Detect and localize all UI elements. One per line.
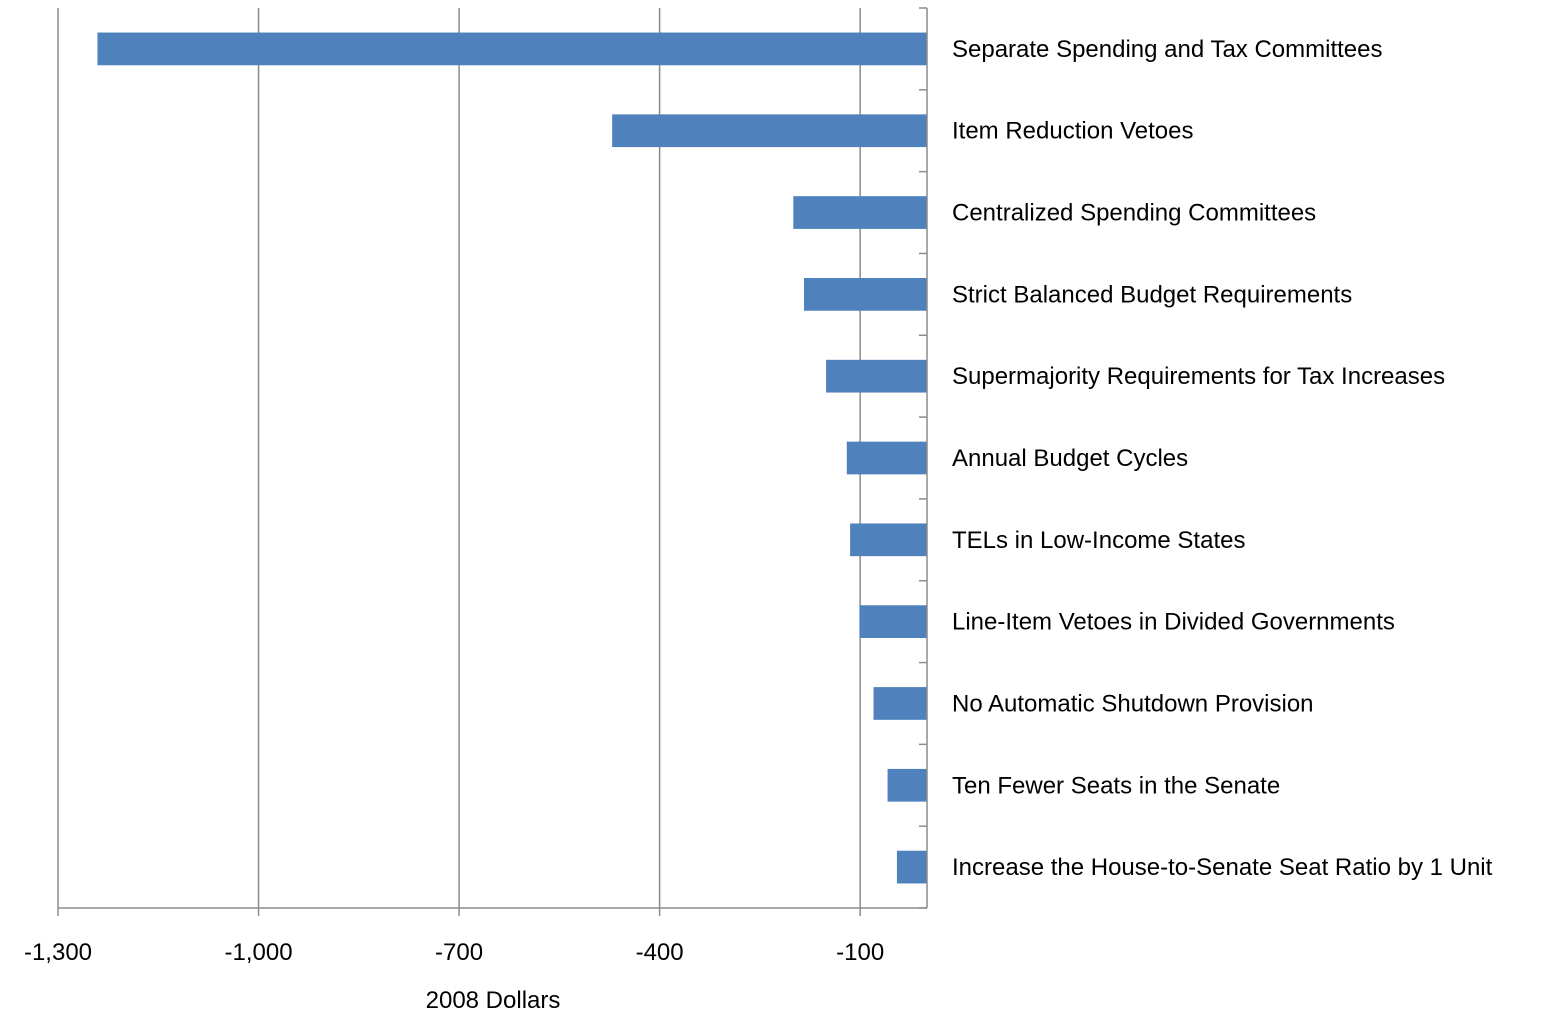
x-axis-title: 2008 Dollars — [426, 987, 561, 1014]
bars — [97, 32, 928, 884]
bar — [896, 850, 927, 884]
category-label: Strict Balanced Budget Requirements — [952, 281, 1352, 308]
x-tick-label: -1,000 — [225, 939, 293, 966]
category-label: TELs in Low-Income States — [952, 527, 1245, 554]
tick-labels: -1,300 -1,000 -700 -400 -100 — [24, 939, 884, 966]
bar — [97, 32, 928, 66]
category-label: Ten Fewer Seats in the Senate — [952, 772, 1280, 799]
bar — [804, 278, 927, 311]
bar — [887, 768, 927, 802]
category-label: Annual Budget Cycles — [952, 445, 1188, 472]
category-label: Line-Item Vetoes in Divided Governments — [952, 609, 1395, 636]
bar — [850, 523, 927, 557]
x-tick-label: -700 — [435, 939, 483, 966]
category-label: Supermajority Requirements for Tax Incre… — [952, 363, 1445, 390]
x-tick-label: -100 — [836, 939, 884, 966]
axes — [57, 7, 928, 916]
category-label: Separate Spending and Tax Committees — [952, 36, 1383, 63]
category-label: Centralized Spending Committees — [952, 200, 1316, 227]
category-labels: Separate Spending and Tax Committees Item… — [952, 36, 1493, 881]
bar — [873, 687, 927, 720]
bar — [826, 359, 927, 393]
bar — [793, 196, 927, 229]
bar — [859, 605, 927, 638]
category-label: No Automatic Shutdown Provision — [952, 690, 1314, 717]
bar — [846, 441, 927, 475]
category-label: Increase the House-to-Senate Seat Ratio … — [952, 854, 1493, 881]
x-tick-label: -400 — [636, 939, 684, 966]
category-label: Item Reduction Vetoes — [952, 118, 1193, 145]
x-tick-label: -1,300 — [24, 939, 92, 966]
bar — [612, 114, 927, 148]
